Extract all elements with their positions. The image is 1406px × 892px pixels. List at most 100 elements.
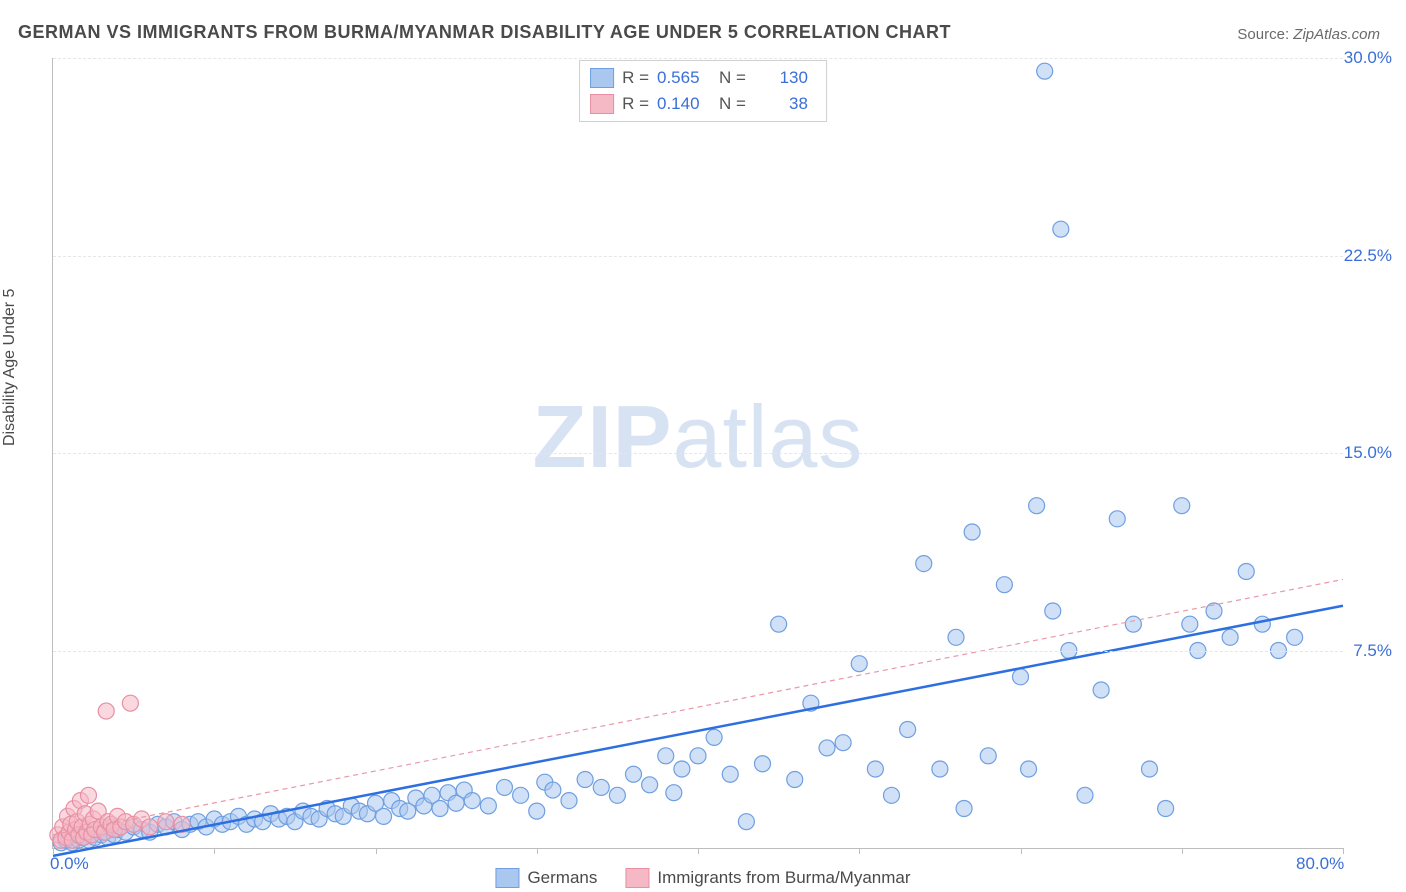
scatter-point (867, 761, 883, 777)
legend-swatch (590, 94, 614, 114)
gridline (53, 256, 1343, 257)
legend-swatch (625, 868, 649, 888)
scatter-point (577, 772, 593, 788)
scatter-point (626, 766, 642, 782)
n-label: N = (719, 65, 746, 91)
scatter-point (690, 748, 706, 764)
scatter-point (1021, 761, 1037, 777)
scatter-point (771, 616, 787, 632)
scatter-point (480, 798, 496, 814)
scatter-point (819, 740, 835, 756)
source-attribution: Source: ZipAtlas.com (1237, 26, 1380, 43)
n-label: N = (719, 91, 746, 117)
scatter-point (658, 748, 674, 764)
y-tick-label: 30.0% (1344, 48, 1392, 68)
scatter-point (432, 801, 448, 817)
x-tick (537, 848, 538, 854)
scatter-point (1238, 564, 1254, 580)
scatter-point (851, 656, 867, 672)
n-value: 38 (754, 91, 808, 117)
x-tick (1021, 848, 1022, 854)
scatter-point (1013, 669, 1029, 685)
stats-legend-row: R = 0.565 N = 130 (590, 65, 808, 91)
x-tick (376, 848, 377, 854)
scatter-point (1254, 616, 1270, 632)
scatter-point (561, 793, 577, 809)
scatter-point (1125, 616, 1141, 632)
scatter-point (376, 808, 392, 824)
source-value: ZipAtlas.com (1293, 26, 1380, 43)
r-label: R = (622, 65, 649, 91)
stats-legend-row: R = 0.140 N = 38 (590, 91, 808, 117)
scatter-point (996, 577, 1012, 593)
scatter-point (706, 729, 722, 745)
scatter-point (1077, 787, 1093, 803)
scatter-point (1037, 63, 1053, 79)
scatter-point (964, 524, 980, 540)
scatter-point (980, 748, 996, 764)
x-tick (859, 848, 860, 854)
x-tick (1182, 848, 1183, 854)
scatter-point (916, 556, 932, 572)
scatter-point (98, 703, 114, 719)
y-tick-label: 15.0% (1344, 443, 1392, 463)
scatter-point (1158, 801, 1174, 817)
scatter-point (80, 787, 96, 803)
gridline (53, 58, 1343, 59)
x-tick-label: 80.0% (1296, 854, 1344, 874)
scatter-point (884, 787, 900, 803)
scatter-point (1045, 603, 1061, 619)
scatter-point (609, 787, 625, 803)
scatter-point (464, 793, 480, 809)
scatter-point (593, 779, 609, 795)
scatter-point (932, 761, 948, 777)
x-tick-label: 0.0% (50, 854, 89, 874)
gridline (53, 651, 1343, 652)
scatter-point (1174, 498, 1190, 514)
scatter-point (1222, 629, 1238, 645)
scatter-point (900, 722, 916, 738)
plot-area: ZIPatlas (52, 58, 1343, 849)
gridline (53, 453, 1343, 454)
scatter-point (787, 772, 803, 788)
scatter-point (122, 695, 138, 711)
scatter-point (666, 785, 682, 801)
legend-item: Germans (495, 868, 597, 888)
legend-label: Germans (527, 868, 597, 888)
scatter-point (948, 629, 964, 645)
chart-title: GERMAN VS IMMIGRANTS FROM BURMA/MYANMAR … (18, 22, 951, 43)
scatter-point (1142, 761, 1158, 777)
scatter-point (142, 819, 158, 835)
y-axis-label: Disability Age Under 5 (1, 289, 19, 446)
legend-swatch (495, 868, 519, 888)
source-label: Source: (1237, 26, 1289, 43)
scatter-point (738, 814, 754, 830)
scatter-point (513, 787, 529, 803)
r-label: R = (622, 91, 649, 117)
legend-item: Immigrants from Burma/Myanmar (625, 868, 910, 888)
scatter-point (1053, 221, 1069, 237)
scatter-point (1109, 511, 1125, 527)
r-value: 0.140 (657, 91, 711, 117)
series-legend: Germans Immigrants from Burma/Myanmar (495, 868, 910, 888)
legend-label: Immigrants from Burma/Myanmar (657, 868, 910, 888)
scatter-point (497, 779, 513, 795)
scatter-point (545, 782, 561, 798)
x-tick (214, 848, 215, 854)
scatter-point (1182, 616, 1198, 632)
scatter-point (755, 756, 771, 772)
r-value: 0.565 (657, 65, 711, 91)
scatter-point (956, 801, 972, 817)
trend-line (53, 579, 1343, 834)
scatter-point (1093, 682, 1109, 698)
scatter-point (674, 761, 690, 777)
y-tick-label: 22.5% (1344, 246, 1392, 266)
trend-line (53, 606, 1343, 856)
n-value: 130 (754, 65, 808, 91)
scatter-point (642, 777, 658, 793)
scatter-point (158, 814, 174, 830)
scatter-point (529, 803, 545, 819)
scatter-point (1029, 498, 1045, 514)
x-tick (698, 848, 699, 854)
legend-swatch (590, 68, 614, 88)
